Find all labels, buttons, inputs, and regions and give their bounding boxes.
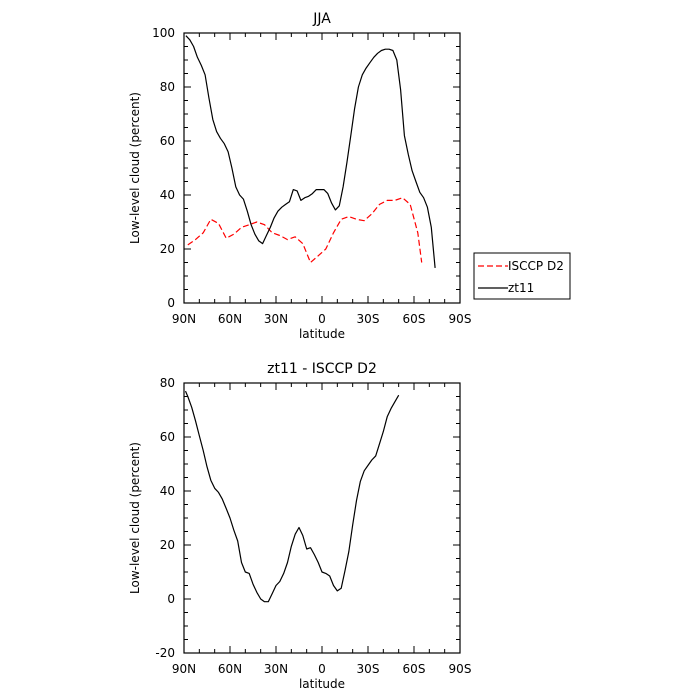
y-tick-label: 20 bbox=[160, 242, 175, 256]
legend-label: ISCCP D2 bbox=[508, 259, 564, 273]
x-axis-label: latitude bbox=[299, 327, 345, 341]
x-tick-label: 30S bbox=[357, 662, 380, 676]
y-tick-label: 60 bbox=[160, 430, 175, 444]
y-tick-label: 100 bbox=[152, 26, 175, 40]
x-tick-label: 30S bbox=[357, 312, 380, 326]
y-tick-label: 0 bbox=[167, 296, 175, 310]
y-tick-label: 40 bbox=[160, 484, 175, 498]
bottom-panel: zt11 - ISCCP D2 90N 60N 30N 0 30S 60S 90S -20 0 20… bbox=[128, 361, 471, 691]
series-line-isccp-d2 bbox=[187, 197, 423, 264]
x-tick-label: 90S bbox=[449, 312, 472, 326]
x-tick-label: 60N bbox=[218, 312, 242, 326]
y-axis-label: Low-level cloud (percent) bbox=[128, 92, 142, 244]
chart-title: zt11 - ISCCP D2 bbox=[267, 361, 377, 377]
x-tick-label: 60S bbox=[403, 312, 426, 326]
y-tick-label: -20 bbox=[155, 646, 175, 660]
x-tick-label: 0 bbox=[318, 312, 326, 326]
y-tick-label: 80 bbox=[160, 376, 175, 390]
plot-frame bbox=[183, 32, 461, 304]
x-tick-label: 90S bbox=[449, 662, 472, 676]
x-tick-label: 30N bbox=[264, 662, 288, 676]
top-panel: JJA 90N 60N 30N 0 30S 60S 90S 0 20 40 60 80 100 latitu… bbox=[128, 11, 571, 341]
x-tick-label: 0 bbox=[318, 662, 326, 676]
y-tick-label: 80 bbox=[160, 80, 175, 94]
series-line-zt11 bbox=[185, 35, 436, 268]
y-tick-label: 40 bbox=[160, 188, 175, 202]
chart-title: JJA bbox=[312, 11, 331, 27]
x-tick-label: 90N bbox=[172, 662, 196, 676]
y-tick-label: 60 bbox=[160, 134, 175, 148]
x-axis-label: latitude bbox=[299, 677, 345, 691]
legend bbox=[473, 252, 571, 300]
y-axis-label: Low-level cloud (percent) bbox=[128, 442, 142, 594]
y-tick-label: 20 bbox=[160, 538, 175, 552]
y-tick-label: 0 bbox=[167, 592, 175, 606]
x-tick-label: 60N bbox=[218, 662, 242, 676]
x-tick-label: 60S bbox=[403, 662, 426, 676]
x-tick-label: 30N bbox=[264, 312, 288, 326]
plot-frame bbox=[183, 382, 461, 654]
x-tick-label: 90N bbox=[172, 312, 196, 326]
legend-label: zt11 bbox=[508, 281, 534, 295]
series-line-difference bbox=[184, 390, 400, 603]
